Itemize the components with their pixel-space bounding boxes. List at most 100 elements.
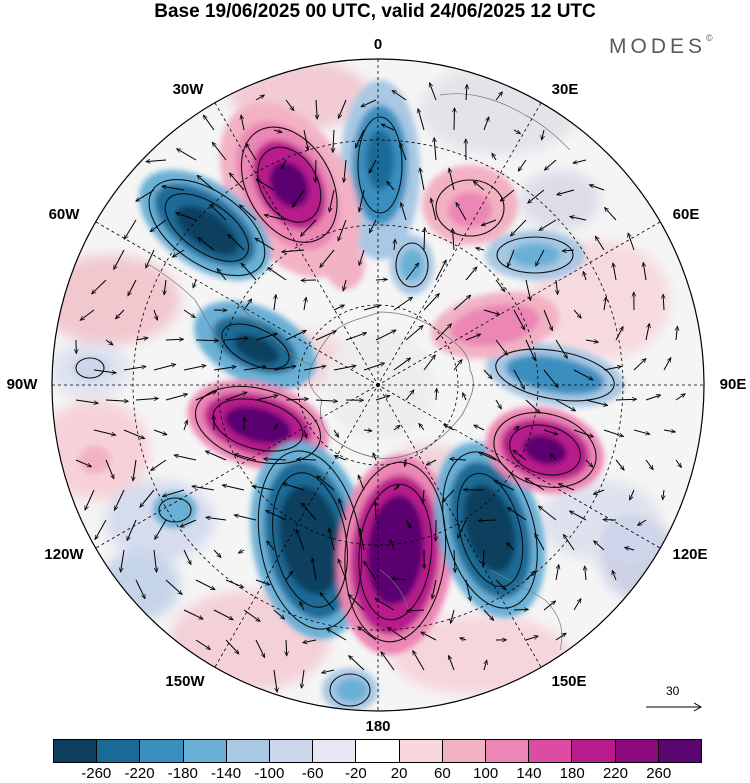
wind-vector	[465, 579, 471, 600]
wind-vector	[539, 506, 557, 521]
wind-vector	[363, 363, 384, 371]
wind-vector	[583, 272, 586, 281]
wind-vector	[628, 233, 635, 251]
wind-vector	[454, 549, 455, 572]
wind-vector	[424, 228, 425, 251]
wind-vector	[349, 656, 365, 671]
map-border	[51, 58, 705, 712]
wind-vector	[363, 430, 372, 431]
wind-vector	[513, 309, 525, 329]
colorbar-tick-label: 100	[473, 765, 499, 782]
wind-vector	[458, 519, 467, 538]
colorbar-swatch	[270, 740, 314, 762]
wind-vector	[127, 519, 137, 540]
wind-vector	[225, 338, 248, 340]
wind-vector	[625, 548, 635, 551]
wind-vector	[204, 115, 215, 131]
wind-vector	[492, 154, 497, 161]
wind-vector	[312, 559, 317, 581]
wind-vector	[315, 159, 316, 182]
wind-vector	[213, 609, 233, 620]
brand-name: MODES	[609, 35, 707, 58]
brand-mark: ©	[706, 33, 713, 43]
wind-vector	[164, 279, 166, 294]
wind-vector	[241, 116, 245, 131]
wind-vector	[356, 129, 365, 148]
wind-vector	[483, 309, 500, 315]
wind-vector	[192, 486, 215, 491]
wind-vector	[151, 219, 167, 231]
wind-vector	[153, 549, 157, 572]
wind-vector	[175, 455, 197, 461]
wind-vector	[304, 298, 306, 311]
wind-vector	[525, 478, 545, 491]
wind-vector	[329, 189, 335, 212]
wind-vector	[375, 279, 387, 280]
wind-vector	[303, 129, 308, 150]
wind-vector	[285, 99, 294, 110]
wind-vector	[430, 83, 437, 101]
wind-vector	[494, 480, 515, 491]
wind-vector	[176, 213, 197, 221]
wind-vector	[638, 519, 647, 525]
wind-vector	[163, 489, 185, 496]
wind-vector	[436, 389, 437, 401]
wind-vector	[255, 238, 275, 251]
wind-vector	[513, 369, 524, 389]
wind-vector	[213, 367, 236, 371]
wind-vector	[243, 609, 260, 621]
wind-vector	[525, 636, 538, 641]
wind-vector	[345, 333, 366, 341]
wind-vector	[225, 392, 247, 401]
wind-vector	[419, 424, 425, 431]
wind-vector	[479, 453, 497, 461]
colorbar-tick-label: -100	[254, 765, 285, 782]
colorbar-swatch	[615, 740, 659, 762]
colorbar-swatch	[529, 740, 573, 762]
colorbar-tick-label: -180	[167, 765, 198, 782]
wind-vector	[495, 92, 502, 101]
wind-vector	[173, 249, 185, 257]
wind-vector	[183, 366, 206, 371]
wind-vector	[246, 144, 257, 161]
wind-vector	[286, 639, 287, 655]
wind-vector	[136, 189, 155, 201]
wind-vector	[274, 424, 278, 431]
wind-vector	[645, 459, 653, 469]
wind-vector	[240, 205, 257, 221]
wind-vector	[543, 429, 558, 435]
wind-vector	[255, 639, 265, 657]
colorbar-tick-label: -260	[81, 765, 112, 782]
wind-vector	[427, 459, 437, 465]
wind-vector	[394, 240, 395, 251]
wind-vector	[451, 609, 455, 623]
wind-vector	[423, 489, 424, 503]
wind-vector	[388, 628, 407, 641]
wind-vector	[501, 189, 515, 201]
lon-label-30e: 30E	[551, 81, 579, 98]
wind-vector	[663, 358, 671, 371]
wind-vector	[449, 656, 455, 671]
wind-vector	[551, 454, 557, 461]
colorbar-swatch	[572, 740, 616, 762]
wind-vector	[135, 398, 158, 400]
wind-vector	[585, 459, 593, 467]
wind-vector	[213, 549, 221, 557]
lon-label-90w: 90W	[6, 376, 38, 393]
wind-vector	[594, 541, 605, 551]
wind-vector	[359, 189, 365, 211]
wind-vector	[85, 489, 95, 510]
wind-vector	[525, 339, 535, 360]
colorbar-swatch	[313, 740, 357, 762]
wind-vector	[615, 327, 623, 341]
wind-vector	[413, 651, 425, 671]
colorbar-tick-label: -140	[211, 765, 242, 782]
wind-vector	[285, 331, 306, 341]
wind-vector	[223, 485, 245, 491]
wind-vector	[273, 130, 282, 132]
wind-vector	[165, 394, 187, 401]
wind-vector	[300, 602, 305, 611]
wind-vector	[465, 267, 477, 281]
wind-vector	[508, 249, 515, 267]
